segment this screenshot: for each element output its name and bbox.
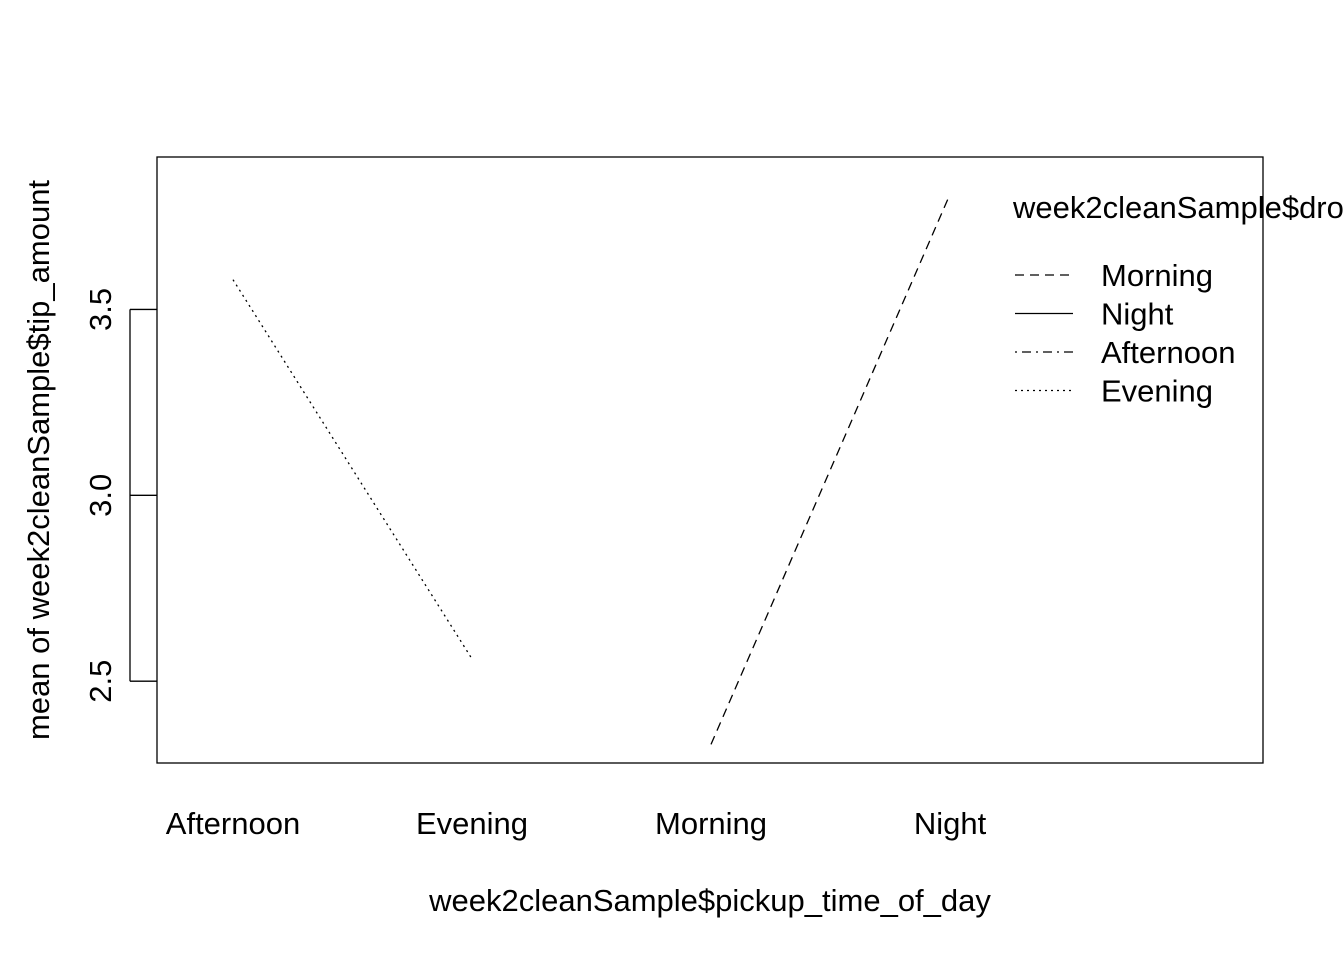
y-ticks: 2.5 3.0 3.5 <box>83 288 157 703</box>
x-tick-label: Night <box>914 806 987 841</box>
legend-entry: Evening <box>1015 374 1213 409</box>
series-evening <box>232 279 473 660</box>
legend-entry: Night <box>1015 297 1174 332</box>
series-layer <box>232 193 951 745</box>
y-tick-label: 3.0 <box>83 474 118 517</box>
x-tick-label: Morning <box>655 806 767 841</box>
series-line <box>710 193 951 745</box>
legend-label: Evening <box>1101 374 1213 409</box>
legend-label: Night <box>1101 297 1174 332</box>
y-tick-label: 2.5 <box>83 660 118 703</box>
legend-entry: Morning <box>1015 258 1213 293</box>
legend-label: Afternoon <box>1101 335 1235 370</box>
series-line <box>232 279 473 660</box>
y-tick-label: 3.5 <box>83 288 118 331</box>
plot-frame <box>156 156 1264 764</box>
x-tick-label: Afternoon <box>166 806 300 841</box>
legend: week2cleanSample$dro Morning NightAfterno… <box>1012 190 1344 409</box>
series-morning <box>710 193 951 745</box>
legend-entry: Afternoon <box>1015 335 1235 370</box>
legend-label: Morning <box>1101 258 1213 293</box>
legend-title: week2cleanSample$dro <box>1012 190 1344 225</box>
x-axis-label: week2cleanSample$pickup_time_of_day <box>428 883 991 918</box>
x-tick-labels: Afternoon Evening Morning Night <box>166 806 987 841</box>
x-tick-label: Evening <box>416 806 528 841</box>
y-axis-label: mean of week2cleanSample$tip_amount <box>21 180 56 740</box>
